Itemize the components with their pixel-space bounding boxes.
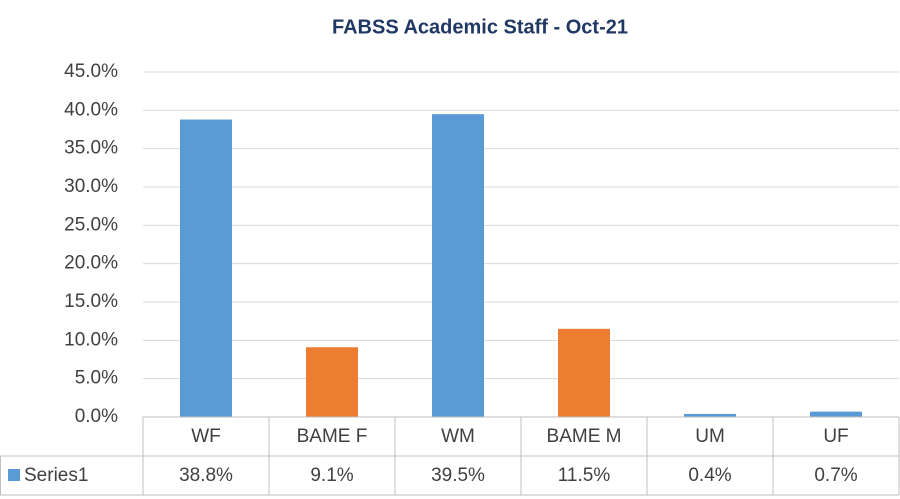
x-tick-label: BAME M: [547, 426, 622, 447]
bar: [180, 119, 232, 418]
y-tick-label: 25.0%: [64, 214, 118, 235]
x-tick-label: UM: [695, 426, 725, 447]
bar: [810, 411, 862, 417]
x-tick-label: WF: [191, 426, 221, 447]
y-tick-label: 5.0%: [75, 368, 118, 389]
bar: [306, 347, 358, 417]
y-tick-label: 45.0%: [64, 61, 118, 82]
table-value: 0.4%: [688, 465, 731, 486]
table-value: 9.1%: [310, 465, 353, 486]
legend-label: Series1: [24, 465, 88, 486]
x-tick-label: WM: [441, 426, 475, 447]
legend-swatch: [8, 469, 20, 481]
y-tick-label: 15.0%: [64, 291, 118, 312]
bar: [432, 114, 484, 418]
table-value: 11.5%: [558, 465, 611, 486]
y-tick-label: 10.0%: [64, 329, 118, 350]
y-tick-label: 40.0%: [64, 99, 118, 120]
bar: [558, 328, 610, 417]
x-tick-label: UF: [823, 426, 848, 447]
table-value: 38.8%: [179, 465, 233, 486]
x-tick-label: BAME F: [297, 426, 368, 447]
y-tick-label: 35.0%: [64, 138, 118, 159]
y-tick-label: 30.0%: [64, 176, 118, 197]
table-value: 0.7%: [814, 465, 857, 486]
y-tick-label: 20.0%: [64, 253, 118, 274]
table-value: 39.5%: [431, 465, 485, 486]
chart-title: FABSS Academic Staff - Oct-21: [332, 16, 628, 38]
bar: [684, 413, 736, 417]
y-tick-label: 0.0%: [75, 406, 118, 427]
